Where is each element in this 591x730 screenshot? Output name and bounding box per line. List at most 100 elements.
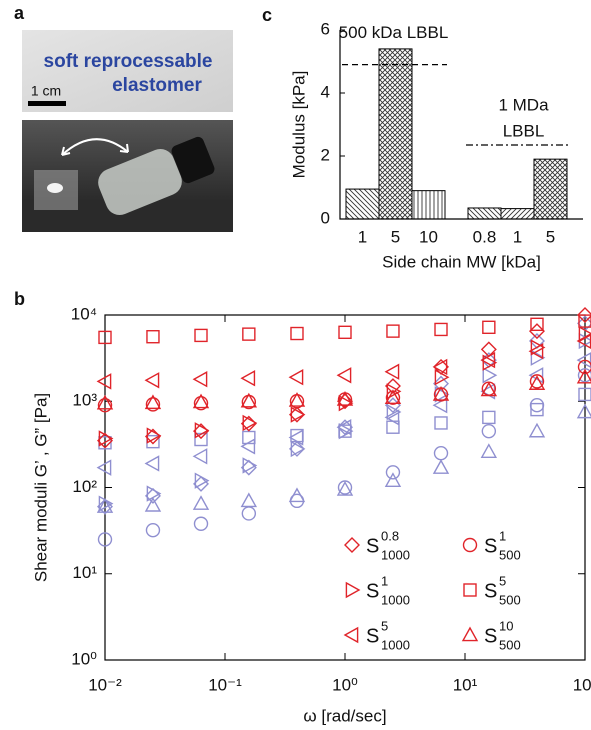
legend-label: S (484, 535, 497, 557)
marker (432, 358, 448, 376)
marker (528, 422, 546, 438)
scale-bar-label: 1 cm (31, 83, 61, 99)
marker (384, 363, 400, 380)
marker (530, 402, 544, 417)
legend-label: S (366, 625, 379, 647)
y-tick-label: 4 (321, 82, 330, 101)
legend-marker (462, 537, 478, 553)
marker (432, 397, 448, 414)
marker (98, 430, 114, 447)
panel-label: c (262, 5, 272, 25)
marker (481, 423, 497, 439)
x-tick-label: 5 (546, 227, 555, 246)
marker (576, 368, 591, 384)
axis-frame (339, 30, 583, 220)
marker (386, 324, 400, 338)
marker (194, 472, 210, 489)
vial-cap (171, 136, 215, 184)
marker (578, 314, 591, 328)
reference-label: 1 MDa (498, 95, 549, 114)
marker (434, 322, 448, 337)
marker (480, 351, 496, 369)
legend-sub: 500 (499, 592, 521, 607)
marker (240, 392, 258, 408)
marker (338, 424, 352, 438)
x-tick-label: 10² (573, 675, 591, 694)
marker (336, 367, 352, 384)
y-axis-label: Shear moduli G’ , G” [Pa] (31, 393, 50, 582)
legend-sup: 1 (499, 528, 506, 543)
marker (97, 432, 113, 449)
marker (144, 372, 160, 389)
legend-sub: 500 (499, 547, 521, 562)
legend-marker (343, 626, 359, 644)
x-axis-label: Side chain MW [kDa] (382, 252, 541, 271)
marker (432, 459, 450, 474)
sample (47, 183, 63, 193)
marker (386, 403, 402, 421)
marker (288, 369, 304, 386)
marker (146, 485, 162, 502)
marker (96, 498, 114, 513)
legend-label: S (366, 535, 379, 557)
legend-sup: 1 (381, 573, 388, 588)
photo-text: soft reprocessable (44, 51, 213, 72)
marker (434, 386, 450, 403)
legend-sub: 1000 (381, 592, 410, 607)
marker (144, 487, 161, 504)
bar (345, 188, 380, 220)
marker (144, 394, 162, 410)
marker (530, 317, 544, 332)
marker (144, 496, 162, 512)
scale-bar (28, 101, 66, 106)
marker (240, 492, 258, 508)
marker (290, 440, 306, 458)
marker (578, 325, 591, 343)
x-tick-label: 1 (358, 227, 367, 246)
legend-label: S (484, 580, 497, 602)
marker (145, 397, 161, 412)
marker (432, 385, 450, 401)
arrow (61, 138, 129, 156)
bar (500, 208, 535, 220)
x-tick-label: 10¹ (453, 675, 478, 694)
y-tick-label: 10¹ (72, 563, 97, 582)
marker (145, 522, 161, 538)
marker (386, 383, 402, 400)
legend-sup: 5 (381, 618, 388, 633)
marker (290, 326, 304, 341)
marker (288, 406, 305, 423)
reference-label: LBBL (503, 121, 545, 140)
marker (192, 393, 210, 409)
marker (193, 395, 209, 411)
marker (482, 320, 496, 335)
x-tick-label: 10⁰ (332, 675, 358, 694)
marker (194, 432, 208, 447)
marker (530, 339, 546, 356)
marker (482, 410, 496, 425)
marker (242, 327, 256, 341)
marker (480, 381, 498, 397)
marker (336, 390, 354, 406)
marker (434, 416, 448, 430)
marker (336, 480, 354, 496)
bar (378, 48, 413, 220)
marker (384, 378, 401, 395)
panel-label: b (14, 289, 25, 309)
marker (144, 455, 160, 472)
marker (192, 495, 210, 510)
x-tick-label: 10⁻¹ (208, 675, 242, 694)
marker (240, 438, 256, 455)
marker (480, 443, 498, 459)
marker (386, 420, 400, 434)
marker (482, 367, 498, 384)
marker (577, 307, 591, 323)
marker (337, 393, 353, 410)
marker (193, 516, 209, 531)
arrow-head (61, 143, 129, 156)
y-tick-label: 0 (321, 208, 330, 227)
marker (242, 457, 258, 474)
marker (482, 354, 498, 371)
legend-sup: 0.8 (381, 528, 399, 543)
marker (192, 371, 208, 388)
